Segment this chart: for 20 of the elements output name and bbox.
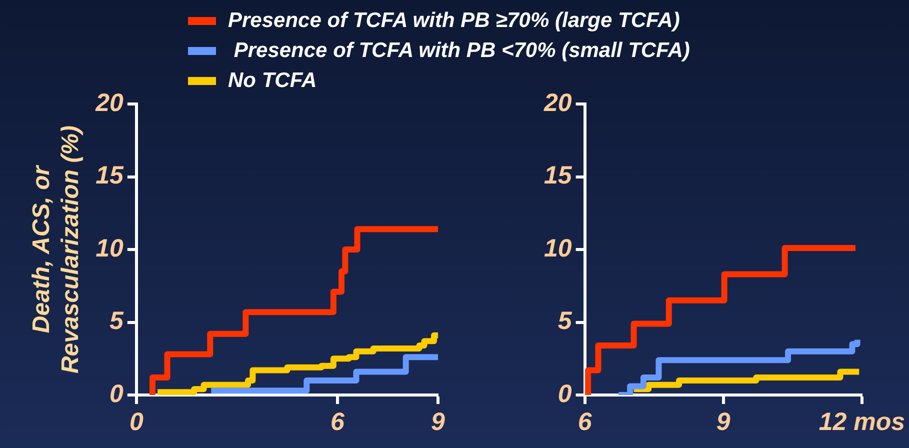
y-tick-label: 0 [558,380,572,408]
legend-label: Presence of TCFA with PB <70% (small TCFA) [232,39,690,62]
y-tick-label: 15 [96,162,124,190]
y-tick-label: 10 [544,234,572,262]
x-tick-label: 6 [330,408,346,436]
y-tick-label: 10 [96,234,124,262]
x-tick-label: 0 [129,408,144,436]
x-tick-label: 9 [716,408,730,436]
x-tick-label: 9 [431,408,446,436]
y-tick-label: 0 [110,380,124,408]
y-tick-label: 5 [558,307,573,336]
x-tick-label: 12 mos [818,408,906,436]
y-tick-label: 5 [110,307,124,336]
legend-label: Presence of TCFA with PB ≥70% (large TCFA) [228,9,680,32]
x-tick-label: 6 [578,408,593,436]
y-axis-title: Death, ACS, or Revascularization (%) [28,125,84,374]
y-tick-label: 20 [94,88,124,117]
y-tick-label: 15 [544,162,573,190]
legend-label: No TCFA [228,69,317,92]
y-tick-label: 20 [542,88,572,117]
